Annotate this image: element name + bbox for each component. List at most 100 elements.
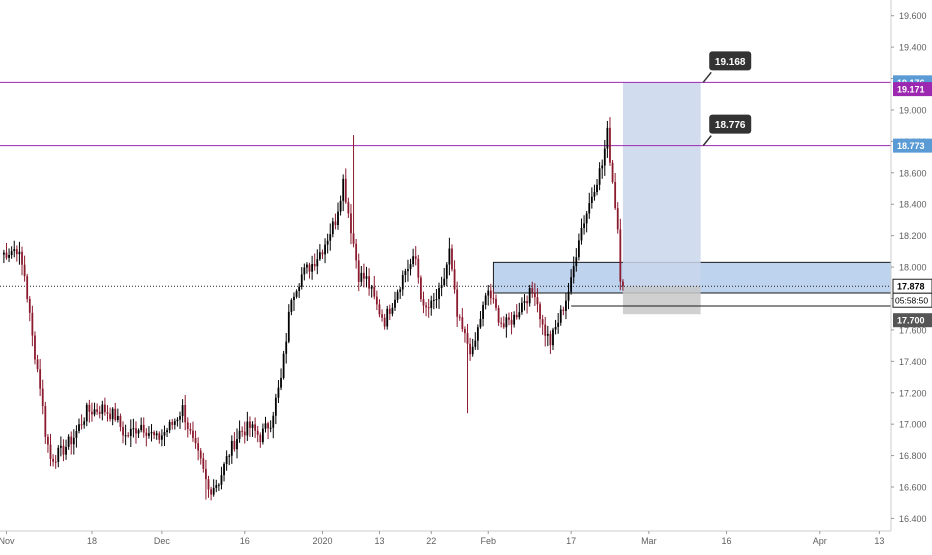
candle-body[interactable] bbox=[202, 458, 205, 469]
candle-body[interactable] bbox=[487, 290, 490, 296]
candle-body[interactable] bbox=[552, 329, 554, 346]
candle-body[interactable] bbox=[378, 304, 381, 315]
candle-body[interactable] bbox=[614, 182, 617, 209]
candle-body[interactable] bbox=[31, 312, 34, 336]
candle-body[interactable] bbox=[596, 184, 598, 193]
candle-body[interactable] bbox=[293, 296, 295, 301]
candle-body[interactable] bbox=[160, 435, 163, 440]
callout-box[interactable] bbox=[709, 51, 752, 71]
candle-body[interactable] bbox=[34, 335, 36, 360]
candle-body[interactable] bbox=[114, 408, 117, 421]
candle-body[interactable] bbox=[153, 432, 156, 436]
candle-body[interactable] bbox=[119, 415, 122, 427]
candle-body[interactable] bbox=[171, 422, 174, 425]
candle-body[interactable] bbox=[521, 302, 523, 313]
candle-body[interactable] bbox=[59, 445, 62, 448]
candle-body[interactable] bbox=[425, 305, 427, 308]
candle-body[interactable] bbox=[163, 432, 166, 436]
candle-body[interactable] bbox=[590, 196, 593, 204]
long-position-target-zone[interactable] bbox=[622, 82, 701, 287]
candle-body[interactable] bbox=[619, 229, 622, 282]
candle-body[interactable] bbox=[168, 422, 171, 431]
candle-body[interactable] bbox=[609, 127, 611, 163]
candle-body[interactable] bbox=[482, 304, 484, 319]
candle-body[interactable] bbox=[41, 388, 44, 407]
candle-body[interactable] bbox=[622, 281, 624, 287]
candle-body[interactable] bbox=[559, 309, 562, 323]
candle-body[interactable] bbox=[562, 309, 565, 311]
candle-body[interactable] bbox=[409, 264, 412, 270]
candle-body[interactable] bbox=[205, 468, 207, 480]
long-position-stop-zone[interactable] bbox=[622, 286, 701, 315]
candle-body[interactable] bbox=[243, 431, 246, 436]
candle-body[interactable] bbox=[531, 288, 534, 293]
candle-body[interactable] bbox=[155, 433, 158, 436]
candle-body[interactable] bbox=[510, 319, 513, 325]
candle-body[interactable] bbox=[456, 289, 459, 317]
candle-body[interactable] bbox=[179, 416, 181, 420]
candle-body[interactable] bbox=[23, 264, 26, 277]
candle-body[interactable] bbox=[15, 249, 18, 255]
candle-body[interactable] bbox=[96, 409, 99, 412]
candle-body[interactable] bbox=[223, 463, 225, 476]
candle-body[interactable] bbox=[616, 208, 619, 230]
candle-body[interactable] bbox=[523, 301, 526, 303]
candle-body[interactable] bbox=[39, 369, 42, 389]
candle-body[interactable] bbox=[583, 223, 585, 229]
candle-body[interactable] bbox=[251, 424, 254, 428]
candle-body[interactable] bbox=[572, 266, 575, 278]
candle-body[interactable] bbox=[277, 387, 280, 398]
candle-body[interactable] bbox=[495, 298, 497, 308]
candle-body[interactable] bbox=[518, 312, 521, 318]
candle-body[interactable] bbox=[21, 251, 23, 265]
candle-body[interactable] bbox=[464, 329, 466, 334]
candle-body[interactable] bbox=[432, 299, 435, 301]
candle-body[interactable] bbox=[132, 428, 135, 430]
candle-body[interactable] bbox=[220, 475, 223, 485]
candle-body[interactable] bbox=[407, 269, 409, 272]
candle-body[interactable] bbox=[334, 221, 337, 226]
candle-body[interactable] bbox=[306, 264, 308, 268]
candle-body[interactable] bbox=[142, 424, 145, 433]
candle-body[interactable] bbox=[111, 408, 114, 420]
candle-body[interactable] bbox=[388, 308, 391, 314]
candle-body[interactable] bbox=[603, 148, 606, 166]
candle-body[interactable] bbox=[451, 248, 453, 270]
candle-body[interactable] bbox=[44, 406, 47, 437]
candle-body[interactable] bbox=[282, 353, 285, 378]
candle-body[interactable] bbox=[233, 440, 236, 450]
candle-body[interactable] bbox=[290, 300, 293, 312]
candle-body[interactable] bbox=[98, 411, 101, 414]
candle-body[interactable] bbox=[106, 412, 109, 414]
candle-body[interactable] bbox=[246, 421, 249, 436]
candle-body[interactable] bbox=[404, 271, 407, 276]
candle-body[interactable] bbox=[249, 421, 251, 428]
candle-body[interactable] bbox=[124, 435, 127, 437]
candle-body[interactable] bbox=[57, 447, 60, 462]
candle-body[interactable] bbox=[72, 437, 75, 445]
candle-body[interactable] bbox=[412, 256, 415, 265]
candle-body[interactable] bbox=[91, 411, 93, 415]
candle-body[interactable] bbox=[526, 301, 528, 304]
candle-body[interactable] bbox=[269, 427, 272, 429]
candle-body[interactable] bbox=[256, 430, 259, 435]
candle-body[interactable] bbox=[502, 323, 505, 328]
candle-body[interactable] bbox=[474, 340, 477, 347]
candle-body[interactable] bbox=[577, 240, 580, 258]
candle-body[interactable] bbox=[316, 259, 319, 267]
candle-body[interactable] bbox=[75, 431, 78, 438]
candle-body[interactable] bbox=[427, 307, 430, 309]
candle-body[interactable] bbox=[422, 299, 425, 306]
candle-body[interactable] bbox=[28, 298, 31, 313]
candle-body[interactable] bbox=[298, 286, 301, 292]
candle-body[interactable] bbox=[49, 444, 52, 459]
candle-body[interactable] bbox=[5, 252, 8, 258]
candle-body[interactable] bbox=[352, 233, 355, 244]
candle-body[interactable] bbox=[585, 213, 588, 224]
candle-body[interactable] bbox=[466, 333, 469, 344]
candle-body[interactable] bbox=[443, 278, 446, 286]
candle-body[interactable] bbox=[238, 430, 241, 440]
candle-body[interactable] bbox=[513, 314, 516, 325]
candle-body[interactable] bbox=[489, 290, 492, 299]
candle-body[interactable] bbox=[469, 343, 472, 355]
